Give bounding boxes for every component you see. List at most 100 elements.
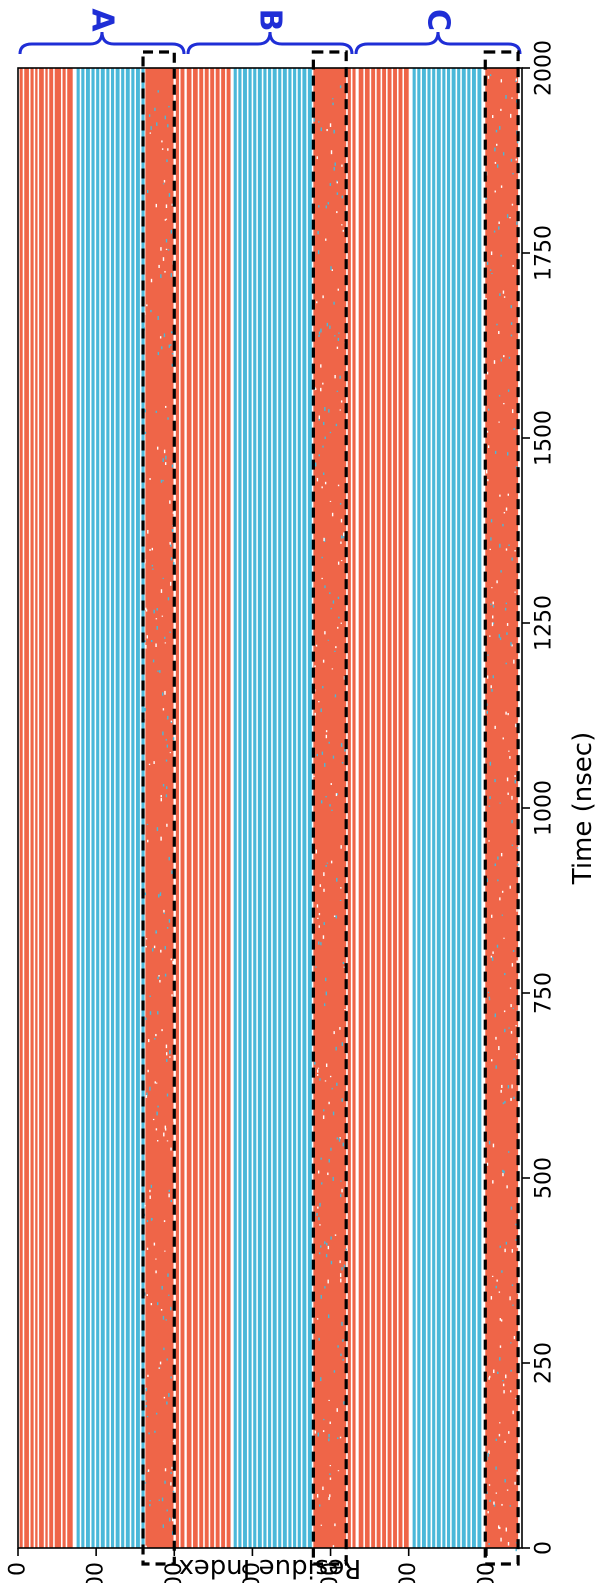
speck-2-165: [516, 1245, 519, 1248]
speck-1-189: [320, 708, 322, 713]
speck-2-45: [498, 1046, 500, 1051]
speck-2-31: [499, 1422, 501, 1424]
speck-0-209: [167, 597, 170, 601]
speck-2-6: [488, 996, 491, 999]
speck-0-48: [149, 478, 151, 480]
speck-0-210: [169, 752, 172, 754]
speck-1-3: [313, 775, 315, 777]
speck-1-199: [330, 1260, 333, 1265]
speck-1-113: [337, 1345, 339, 1348]
speck-1-53: [336, 1408, 338, 1412]
speck-1-90: [329, 592, 331, 595]
speck-0-157: [166, 1093, 169, 1097]
time-axis-ticks: 0 250 500 750 1000 1250 1500 1750 2000: [522, 40, 557, 1555]
band-strand-72: [457, 68, 461, 1548]
speck-2-216: [503, 1010, 506, 1013]
speck-1-100: [318, 417, 320, 421]
speck-1-89: [339, 1273, 342, 1278]
band-helix-9: [67, 68, 73, 1548]
speck-2-155: [503, 1390, 505, 1394]
speck-0-23: [157, 670, 159, 672]
speck-0-190: [144, 431, 147, 434]
speck-0-30: [162, 183, 165, 185]
speck-1-194: [322, 382, 324, 385]
speck-2-244: [488, 1377, 490, 1380]
speck-0-60: [148, 1432, 150, 1435]
speck-2-43: [493, 360, 496, 364]
band-helix-4: [39, 68, 44, 1548]
speck-2-148: [507, 792, 509, 795]
speck-2-12: [493, 1369, 495, 1374]
speck-1-248: [317, 1069, 319, 1073]
speck-1-74: [317, 1067, 320, 1069]
speck-0-200: [162, 577, 164, 579]
speck-2-54: [511, 644, 513, 647]
speck-1-234: [316, 1318, 319, 1320]
speck-0-152: [156, 626, 158, 630]
speck-1-153: [342, 536, 345, 539]
speck-0-99: [157, 351, 160, 356]
speck-1-169: [326, 862, 329, 864]
speck-2-174: [510, 1369, 512, 1372]
speck-0-61: [160, 836, 162, 841]
speck-1-58: [332, 1111, 335, 1116]
speck-0-170: [147, 839, 149, 843]
speck-1-136: [326, 128, 328, 132]
speck-2-229: [493, 1503, 496, 1507]
speck-0-28: [170, 1199, 172, 1203]
speck-2-122: [489, 635, 491, 637]
speck-1-205: [323, 537, 325, 542]
speck-0-15: [153, 761, 155, 764]
speck-2-212: [495, 1065, 497, 1069]
speck-0-58: [168, 105, 170, 108]
speck-2-236: [503, 1170, 505, 1174]
speck-2-234: [494, 779, 496, 783]
speck-0-26: [145, 1545, 147, 1549]
speck-0-91: [168, 919, 171, 923]
band-strand-17: [110, 68, 115, 1548]
speck-2-186: [492, 1180, 494, 1184]
speck-1-34: [345, 1248, 348, 1251]
speck-1-97: [321, 577, 323, 580]
speck-1-2: [335, 1046, 337, 1051]
speck-2-219: [505, 662, 507, 665]
speck-0-221: [164, 115, 167, 120]
speck-1-214: [318, 415, 321, 419]
speck-0-246: [145, 1405, 148, 1408]
speck-0-240: [171, 464, 174, 468]
speck-1-75: [334, 335, 336, 337]
speck-2-35: [517, 863, 519, 866]
speck-0-124: [162, 731, 164, 736]
speck-0-235: [156, 122, 158, 126]
speck-2-38: [487, 1511, 489, 1514]
speck-0-25: [166, 1140, 169, 1142]
speck-2-209: [491, 914, 493, 918]
speck-2-177: [506, 1185, 508, 1189]
band-strand-48: [297, 68, 301, 1548]
speck-1-20: [325, 734, 328, 739]
speck-2-138: [512, 264, 514, 267]
speck-0-128: [155, 1033, 157, 1037]
speck-2-220: [509, 885, 511, 889]
speck-1-147: [336, 192, 339, 195]
band-helix-2: [30, 68, 34, 1548]
speck-1-203: [332, 600, 335, 604]
speck-0-20: [167, 249, 170, 251]
speck-1-216: [318, 925, 320, 928]
speck-0-55: [149, 549, 151, 551]
band-strand-67: [432, 68, 436, 1548]
speck-2-145: [511, 97, 513, 99]
residue-tick-label-200: 200: [162, 1562, 187, 1583]
speck-1-210: [337, 1437, 339, 1440]
highlight-box-2: [483, 50, 520, 1566]
speck-1-183: [342, 961, 345, 965]
speck-2-24: [510, 1031, 513, 1034]
band-helix-56: [371, 68, 376, 1548]
speck-2-16: [486, 469, 488, 474]
speck-2-218: [515, 1025, 517, 1027]
speck-0-85: [164, 462, 167, 465]
speck-1-172: [341, 1098, 343, 1102]
band-strand-16: [106, 68, 110, 1548]
band-helix-77: [485, 68, 519, 1548]
speck-1-45: [331, 668, 334, 670]
